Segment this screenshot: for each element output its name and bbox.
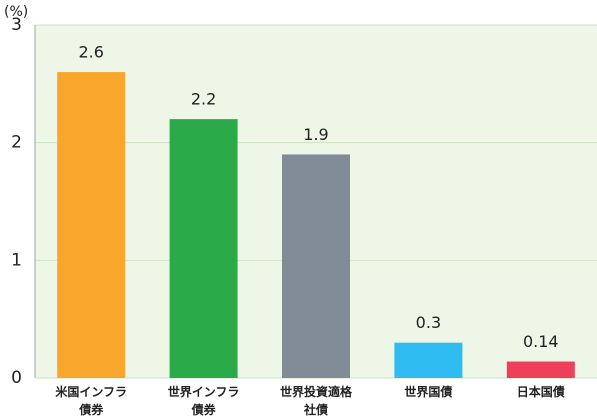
y-tick-label: 2 [11,133,22,153]
bar [506,361,575,378]
x-tick-label: 日本国債 [517,384,565,399]
value-label: 0.14 [523,332,559,351]
x-tick-label: 世界投資適格社債 [280,384,353,417]
y-tick-label: 0 [11,368,22,388]
x-tick-label: 世界国債 [404,384,452,399]
bar [57,72,126,379]
x-tick-label: 世界インフラ債券 [168,384,240,417]
y-tick-label: 3 [11,15,22,35]
value-label: 2.2 [191,90,216,109]
bar [282,154,350,378]
value-label: 2.6 [78,43,103,62]
x-tick-label: 米国インフラ債券 [55,384,127,417]
y-axis-label: (%) [4,4,28,20]
value-label: 1.9 [303,125,328,144]
bar [394,342,463,378]
y-tick-label: 1 [11,250,22,270]
value-label: 0.3 [416,313,441,332]
bar [169,119,238,378]
